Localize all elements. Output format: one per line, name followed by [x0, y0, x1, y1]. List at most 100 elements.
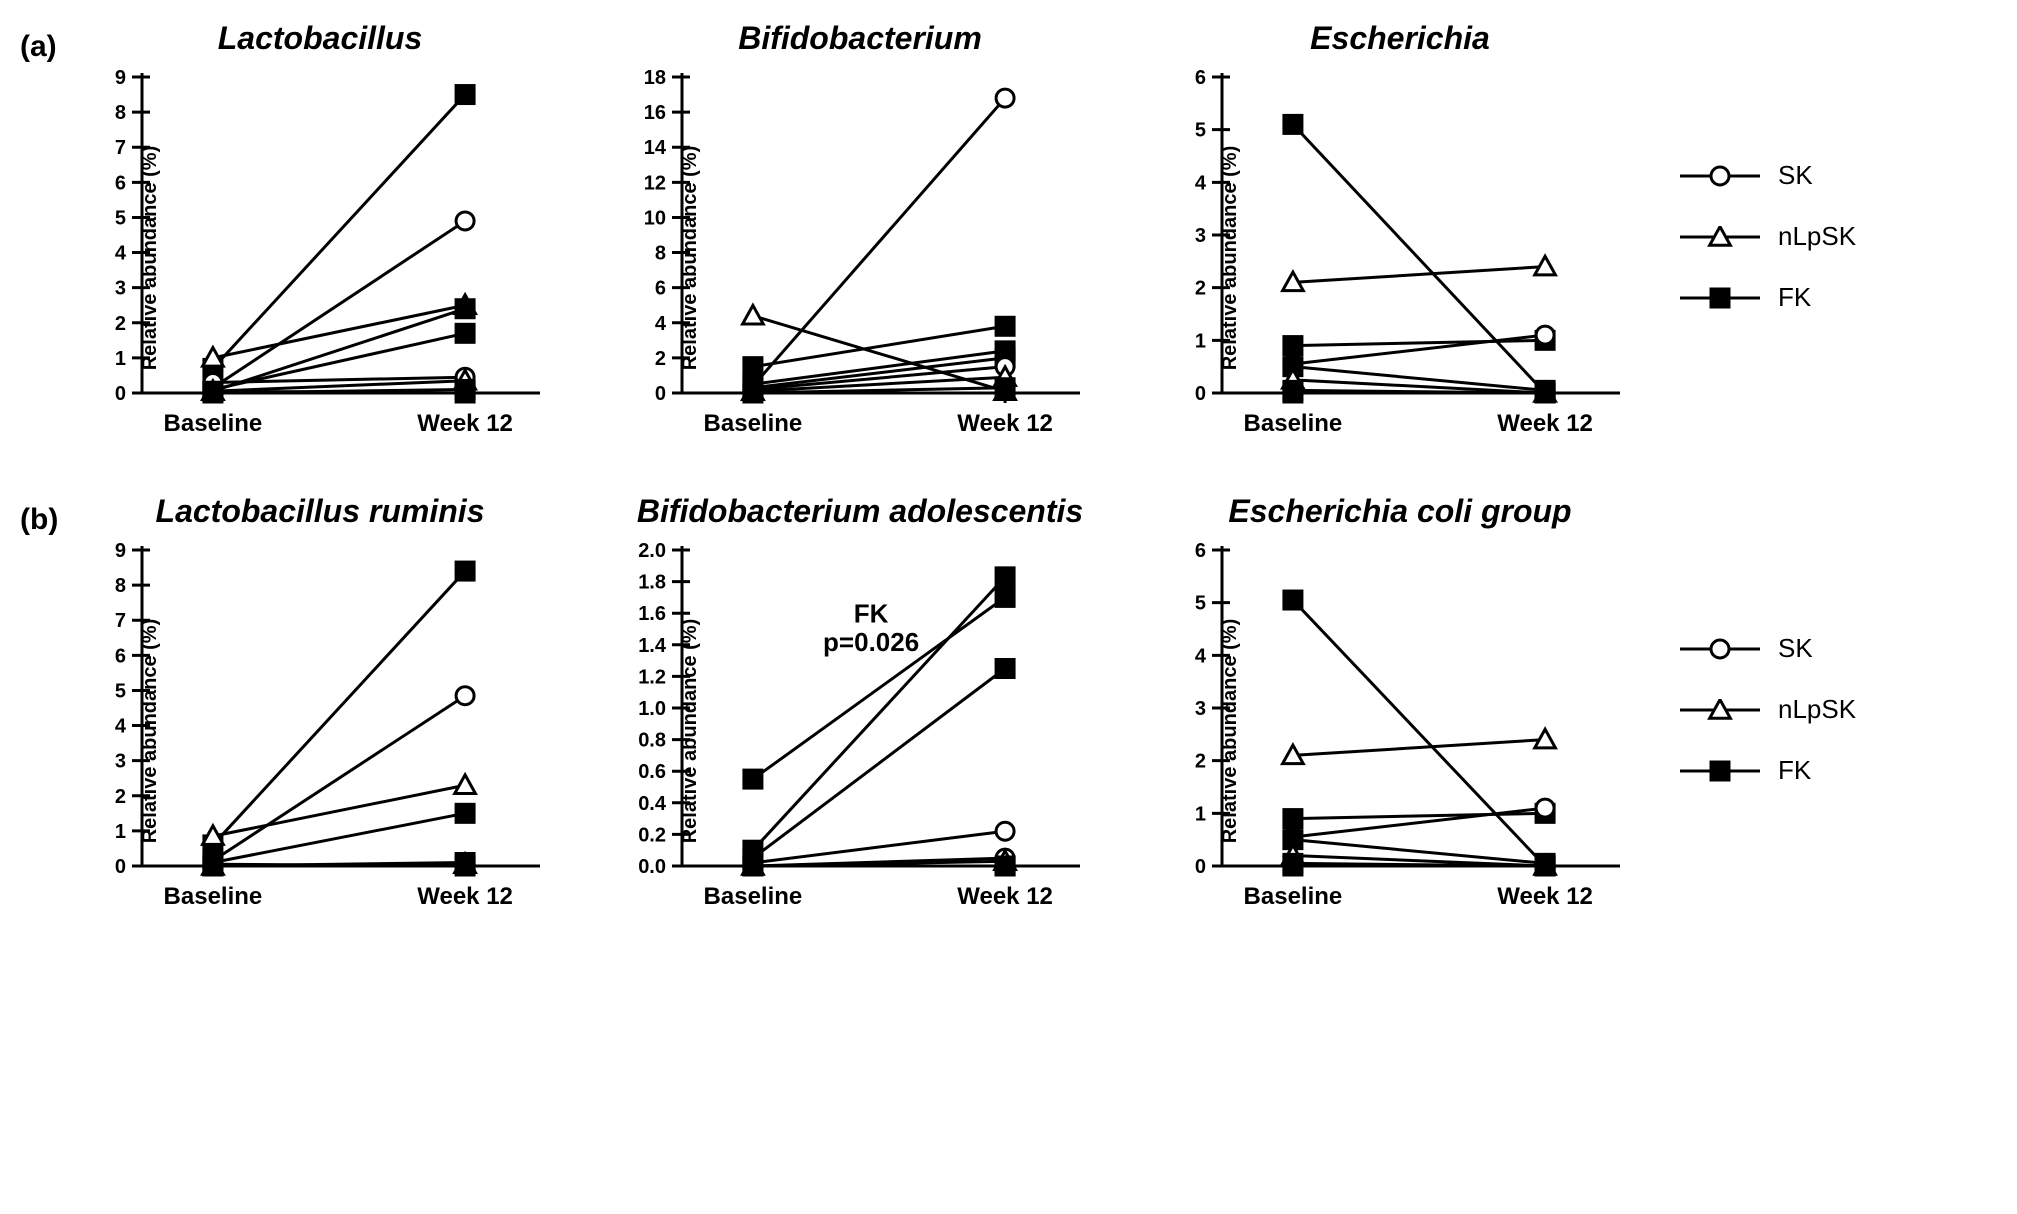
- panel-title: Escherichia coli group: [1228, 493, 1571, 530]
- svg-text:3: 3: [1195, 698, 1206, 720]
- chart-panel: BifidobacteriumRelative abundance (%)024…: [620, 20, 1100, 453]
- svg-text:p=0.026: p=0.026: [823, 627, 919, 657]
- svg-text:3: 3: [1195, 225, 1206, 247]
- chart-wrap: Relative abundance (%)0.00.20.40.60.81.0…: [620, 536, 1100, 926]
- legend-swatch: [1680, 226, 1760, 248]
- chart-wrap: Relative abundance (%)024681012141618Bas…: [620, 63, 1100, 453]
- legend-swatch: [1680, 638, 1760, 660]
- svg-text:1.8: 1.8: [638, 572, 666, 594]
- legend-item-FK: FK: [1680, 755, 1856, 786]
- panel-title: Lactobacillus ruminis: [156, 493, 485, 530]
- legend-label: FK: [1778, 282, 1811, 313]
- svg-text:1.6: 1.6: [638, 603, 666, 625]
- row-label: (b): [20, 493, 80, 537]
- y-axis-label: Relative abundance (%): [139, 619, 162, 844]
- svg-text:1.4: 1.4: [638, 635, 667, 657]
- svg-text:3: 3: [115, 278, 126, 300]
- svg-text:18: 18: [644, 67, 666, 89]
- chart-wrap: Relative abundance (%)0123456BaselineWee…: [1160, 63, 1640, 453]
- svg-text:4: 4: [1195, 645, 1207, 667]
- chart-wrap: Relative abundance (%)0123456789Baseline…: [80, 63, 560, 453]
- legend-label: FK: [1778, 755, 1811, 786]
- svg-text:12: 12: [644, 172, 666, 194]
- svg-text:8: 8: [655, 243, 666, 265]
- svg-text:10: 10: [644, 207, 666, 229]
- svg-text:1: 1: [115, 821, 126, 843]
- svg-text:4: 4: [1195, 172, 1207, 194]
- y-axis-label: Relative abundance (%): [1219, 146, 1242, 371]
- y-axis-label: Relative abundance (%): [1219, 619, 1242, 844]
- svg-text:1: 1: [1195, 330, 1206, 352]
- legend-label: nLpSK: [1778, 221, 1856, 252]
- panels-container: LactobacillusRelative abundance (%)01234…: [80, 20, 1640, 453]
- svg-text:6: 6: [115, 645, 126, 667]
- legend-label: nLpSK: [1778, 694, 1856, 725]
- svg-text:Baseline: Baseline: [1244, 410, 1343, 437]
- legend-item-SK: SK: [1680, 160, 1856, 191]
- legend-swatch: [1680, 165, 1760, 187]
- svg-text:Week 12: Week 12: [417, 883, 513, 910]
- svg-text:Baseline: Baseline: [164, 410, 263, 437]
- svg-text:0.2: 0.2: [638, 824, 666, 846]
- chart-panel: Bifidobacterium adolescentisRelative abu…: [620, 493, 1100, 926]
- svg-text:16: 16: [644, 102, 666, 124]
- legend-swatch: [1680, 760, 1760, 782]
- svg-text:2: 2: [1195, 278, 1206, 300]
- legend: SK nLpSK FK: [1680, 633, 1856, 786]
- legend-swatch: [1680, 699, 1760, 721]
- legend: SK nLpSK FK: [1680, 160, 1856, 313]
- svg-text:7: 7: [115, 137, 126, 159]
- svg-text:FK: FK: [854, 599, 889, 629]
- panel-title: Escherichia: [1310, 20, 1490, 57]
- svg-text:14: 14: [644, 137, 667, 159]
- svg-text:3: 3: [115, 751, 126, 773]
- chart-panel: Lactobacillus ruminis Relative abundance …: [80, 493, 560, 926]
- svg-text:9: 9: [115, 67, 126, 89]
- legend-item-FK: FK: [1680, 282, 1856, 313]
- row-label: (a): [20, 20, 80, 64]
- svg-text:Week 12: Week 12: [957, 410, 1053, 437]
- svg-text:0: 0: [115, 383, 126, 405]
- svg-text:1.0: 1.0: [638, 698, 666, 720]
- panel-title: Lactobacillus: [218, 20, 423, 57]
- y-axis-label: Relative abundance (%): [679, 146, 702, 371]
- svg-text:5: 5: [1195, 593, 1206, 615]
- svg-text:5: 5: [115, 207, 126, 229]
- svg-text:2: 2: [1195, 751, 1206, 773]
- legend-item-SK: SK: [1680, 633, 1856, 664]
- svg-text:0: 0: [1195, 856, 1206, 878]
- panels-container: Lactobacillus ruminis Relative abundance …: [80, 493, 1640, 926]
- svg-text:4: 4: [115, 243, 127, 265]
- svg-text:7: 7: [115, 610, 126, 632]
- svg-text:Baseline: Baseline: [1244, 883, 1343, 910]
- legend-item-nLpSK: nLpSK: [1680, 694, 1856, 725]
- svg-text:2: 2: [655, 348, 666, 370]
- figure-row: (a) Lactobacillus Relative abundance (%) 0 1…: [20, 20, 2017, 453]
- svg-text:6: 6: [1195, 67, 1206, 89]
- svg-text:1: 1: [1195, 803, 1206, 825]
- legend-label: SK: [1778, 160, 1813, 191]
- svg-text:5: 5: [1195, 120, 1206, 142]
- legend-item-nLpSK: nLpSK: [1680, 221, 1856, 252]
- chart-panel: LactobacillusRelative abundance (%)01234…: [80, 20, 560, 453]
- panel-title: Bifidobacterium: [738, 20, 982, 57]
- svg-text:6: 6: [655, 278, 666, 300]
- legend-label: SK: [1778, 633, 1813, 664]
- svg-text:Baseline: Baseline: [704, 883, 803, 910]
- svg-text:0.6: 0.6: [638, 761, 666, 783]
- svg-text:Week 12: Week 12: [1497, 410, 1593, 437]
- svg-text:4: 4: [115, 716, 127, 738]
- svg-text:6: 6: [1195, 540, 1206, 562]
- legend-swatch: [1680, 287, 1760, 309]
- svg-text:Week 12: Week 12: [957, 883, 1053, 910]
- svg-text:0.8: 0.8: [638, 730, 666, 752]
- chart-wrap: Relative abundance (%)0123456BaselineWee…: [1160, 536, 1640, 926]
- svg-text:1: 1: [115, 348, 126, 370]
- svg-text:8: 8: [115, 575, 126, 597]
- svg-text:2: 2: [115, 313, 126, 335]
- svg-text:8: 8: [115, 102, 126, 124]
- chart-panel: Escherichia coli group Relative abundance…: [1160, 493, 1640, 926]
- svg-text:9: 9: [115, 540, 126, 562]
- figure: (a) Lactobacillus Relative abundance (%) 0 1…: [20, 20, 2017, 926]
- panel-title: Bifidobacterium adolescentis: [637, 493, 1083, 530]
